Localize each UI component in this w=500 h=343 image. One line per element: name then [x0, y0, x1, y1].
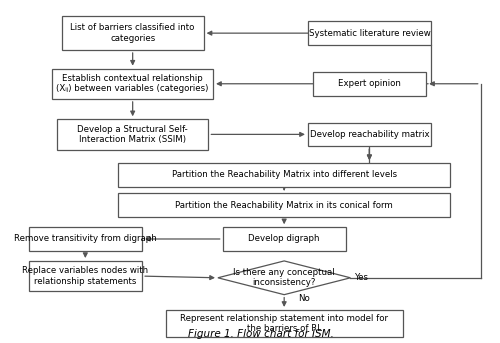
FancyBboxPatch shape: [308, 21, 431, 45]
Text: Develop a Structural Self-
Interaction Matrix (SSIM): Develop a Structural Self- Interaction M…: [78, 125, 188, 144]
Text: Remove transitivity from digraph: Remove transitivity from digraph: [14, 235, 156, 244]
Text: Develop digraph: Develop digraph: [248, 235, 320, 244]
Polygon shape: [218, 261, 350, 295]
FancyBboxPatch shape: [308, 122, 431, 146]
Text: Replace variables nodes with
relationship statements: Replace variables nodes with relationshi…: [22, 267, 148, 286]
Text: Partition the Reachability Matrix into different levels: Partition the Reachability Matrix into d…: [172, 170, 396, 179]
Text: Establish contextual relationship
(Xᵢⱼ) between variables (categories): Establish contextual relationship (Xᵢⱼ) …: [56, 74, 209, 93]
FancyBboxPatch shape: [57, 119, 208, 150]
Text: Yes: Yes: [355, 273, 369, 282]
FancyBboxPatch shape: [28, 261, 142, 291]
FancyBboxPatch shape: [28, 227, 142, 251]
FancyBboxPatch shape: [118, 163, 450, 187]
Text: Is there any conceptual
inconsistency?: Is there any conceptual inconsistency?: [234, 268, 335, 287]
Text: List of barriers classified into
categories: List of barriers classified into categor…: [70, 23, 195, 43]
Text: Expert opinion: Expert opinion: [338, 79, 401, 88]
Text: No: No: [298, 294, 310, 304]
Text: Partition the Reachability Matrix in its conical form: Partition the Reachability Matrix in its…: [176, 201, 393, 210]
FancyBboxPatch shape: [62, 16, 204, 50]
FancyBboxPatch shape: [222, 227, 346, 251]
Text: Figure 1. Flow chart for ISM.: Figure 1. Flow chart for ISM.: [188, 329, 334, 339]
FancyBboxPatch shape: [312, 72, 426, 96]
Text: Represent relationship statement into model for
the barriers of RL: Represent relationship statement into mo…: [180, 314, 388, 333]
FancyBboxPatch shape: [52, 69, 213, 99]
Text: Systematic literature review: Systematic literature review: [308, 29, 430, 38]
Text: Develop reachability matrix: Develop reachability matrix: [310, 130, 429, 139]
FancyBboxPatch shape: [166, 310, 402, 337]
FancyBboxPatch shape: [118, 193, 450, 217]
